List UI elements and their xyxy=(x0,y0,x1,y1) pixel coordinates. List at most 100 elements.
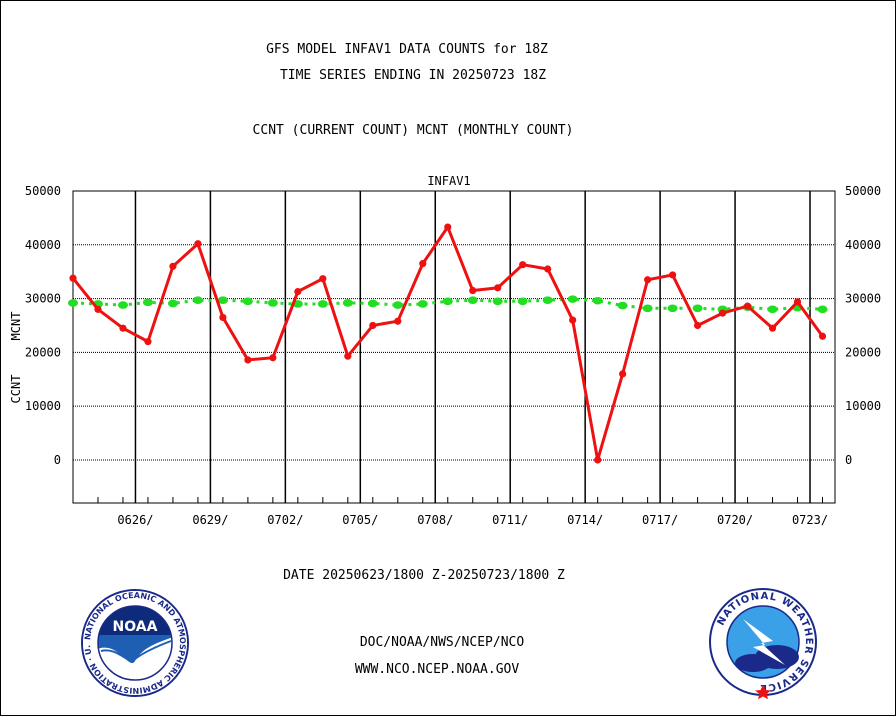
y-tick-label-left: 40000 xyxy=(25,238,61,252)
mcnt-point xyxy=(592,296,603,305)
mcnt-point xyxy=(517,297,528,306)
y-tick-label-left: 50000 xyxy=(25,184,61,198)
ccnt-line xyxy=(71,223,824,461)
mcnt-point xyxy=(767,305,778,314)
ccnt-point xyxy=(144,338,152,346)
ccnt-point xyxy=(119,324,127,332)
y-tick-label-right: 40000 xyxy=(845,238,881,252)
x-tick-label: 0626/ xyxy=(117,513,153,527)
y-axis-left: 0 10000 20000 30000 40000 50000 xyxy=(25,184,61,467)
y-tick-label-left: 30000 xyxy=(25,292,61,306)
mcnt-point xyxy=(68,299,78,307)
ccnt-point xyxy=(793,298,802,306)
noaa-logo-text: NOAA xyxy=(113,619,158,635)
ccnt-point xyxy=(619,370,627,378)
x-tick-label: 0708/ xyxy=(417,513,453,527)
y-tick-label-right: 0 xyxy=(845,453,852,467)
mcnt-point xyxy=(542,296,553,305)
mcnt-point xyxy=(617,301,628,310)
ccnt-point xyxy=(369,321,377,330)
y-tick-label-left: 0 xyxy=(54,453,61,467)
nws-star-icon xyxy=(755,685,771,700)
ccnt-point xyxy=(743,302,752,310)
mcnt-point xyxy=(492,297,503,306)
ccnt-point xyxy=(768,324,777,332)
ccnt-point xyxy=(69,274,77,282)
chart-title-line2: TIME SERIES ENDING IN 20250723 18Z xyxy=(280,68,546,83)
series-mcnt xyxy=(68,295,828,314)
x-tick-label: 0714/ xyxy=(567,513,603,527)
nws-logo: NATIONAL WEATHER SERVICE xyxy=(709,588,817,700)
mcnt-point xyxy=(417,300,428,308)
ccnt-point xyxy=(519,261,527,269)
x-tick-label: 0705/ xyxy=(342,513,378,527)
mcnt-point xyxy=(117,301,128,309)
ccnt-point xyxy=(219,313,227,322)
ccnt-point xyxy=(644,276,652,284)
ccnt-point xyxy=(669,271,677,279)
y-tick-label-left: 10000 xyxy=(25,399,61,413)
mcnt-point xyxy=(567,295,578,303)
x-tick-label: 0702/ xyxy=(267,513,303,527)
y-tick-label-right: 20000 xyxy=(845,345,881,359)
y-label-mcnt: MCNT xyxy=(9,312,23,341)
mcnt-point xyxy=(817,305,828,314)
mcnt-point xyxy=(242,297,253,306)
ccnt-point xyxy=(169,262,177,270)
mcnt-point xyxy=(392,301,403,309)
org-line: DOC/NOAA/NWS/NCEP/NCO xyxy=(360,635,525,650)
ccnt-point xyxy=(319,275,327,283)
mcnt-point xyxy=(442,297,453,306)
chart-title-line1: GFS MODEL INFAV1 DATA COUNTS for 18Z xyxy=(266,42,548,57)
mcnt-point xyxy=(642,304,653,313)
chart-subtitle: CCNT (CURRENT COUNT) MCNT (MONTHLY COUNT… xyxy=(253,123,574,138)
ccnt-point xyxy=(444,223,452,231)
mcnt-point xyxy=(167,299,178,308)
x-tick-label: 0723/ xyxy=(792,513,828,527)
y-label-ccnt: CCNT xyxy=(9,375,23,404)
mcnt-point xyxy=(142,298,153,307)
x-tick-label: 0711/ xyxy=(492,513,528,527)
ccnt-point xyxy=(494,284,502,292)
ccnt-point xyxy=(394,317,402,325)
mcnt-point xyxy=(267,299,278,307)
plot-frame xyxy=(72,190,836,504)
y-tick-label-right: 30000 xyxy=(845,292,881,306)
ccnt-point xyxy=(194,240,202,248)
ccnt-point xyxy=(718,309,727,317)
y-tick-label-right: 10000 xyxy=(845,399,881,413)
date-range: DATE 20250623/1800 Z-20250723/1800 Z xyxy=(283,568,565,583)
ccnt-point xyxy=(569,316,577,324)
ccnt-point xyxy=(469,286,477,295)
url-line: WWW.NCO.NCEP.NOAA.GOV xyxy=(355,662,520,677)
x-tick-label: 0720/ xyxy=(717,513,753,527)
ccnt-point xyxy=(594,456,602,464)
mcnt-point xyxy=(467,296,478,305)
ccnt-point xyxy=(294,287,302,296)
ccnt-point xyxy=(818,332,827,340)
x-tick-label: 0629/ xyxy=(192,513,228,527)
ccnt-point xyxy=(693,321,702,330)
x-axis: 0626/0629/0702/0705/0708/0711/0714/0717/… xyxy=(117,513,828,527)
ccnt-point xyxy=(269,354,277,362)
x-tick-label: 0717/ xyxy=(642,513,678,527)
y-axis-right: 0 10000 20000 30000 40000 50000 xyxy=(845,184,881,467)
mcnt-point xyxy=(692,304,703,313)
ccnt-point xyxy=(344,352,352,360)
grid xyxy=(72,190,835,503)
y-tick-label-right: 50000 xyxy=(845,184,881,198)
mcnt-point xyxy=(217,296,228,305)
series-ccnt xyxy=(69,223,827,464)
y-tick-label-left: 20000 xyxy=(25,345,61,359)
mcnt-point xyxy=(317,300,328,308)
mcnt-point xyxy=(667,304,678,313)
ccnt-point xyxy=(94,305,102,313)
ccnt-point xyxy=(419,260,427,268)
ccnt-point xyxy=(544,265,552,273)
ccnt-point xyxy=(244,356,252,364)
mcnt-point xyxy=(367,299,378,308)
mcnt-point xyxy=(342,299,353,307)
plot-title: INFAV1 xyxy=(427,174,470,188)
